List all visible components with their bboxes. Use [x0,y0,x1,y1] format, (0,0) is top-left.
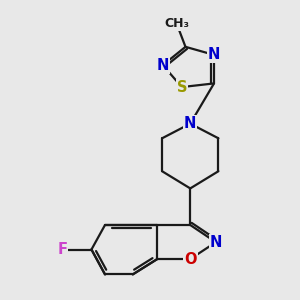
Text: S: S [177,80,187,94]
Text: N: N [157,58,169,73]
Text: N: N [208,47,220,62]
Text: N: N [210,235,222,250]
Text: N: N [184,116,196,131]
Text: O: O [184,251,197,266]
Text: CH₃: CH₃ [164,17,189,30]
Text: F: F [57,242,67,257]
